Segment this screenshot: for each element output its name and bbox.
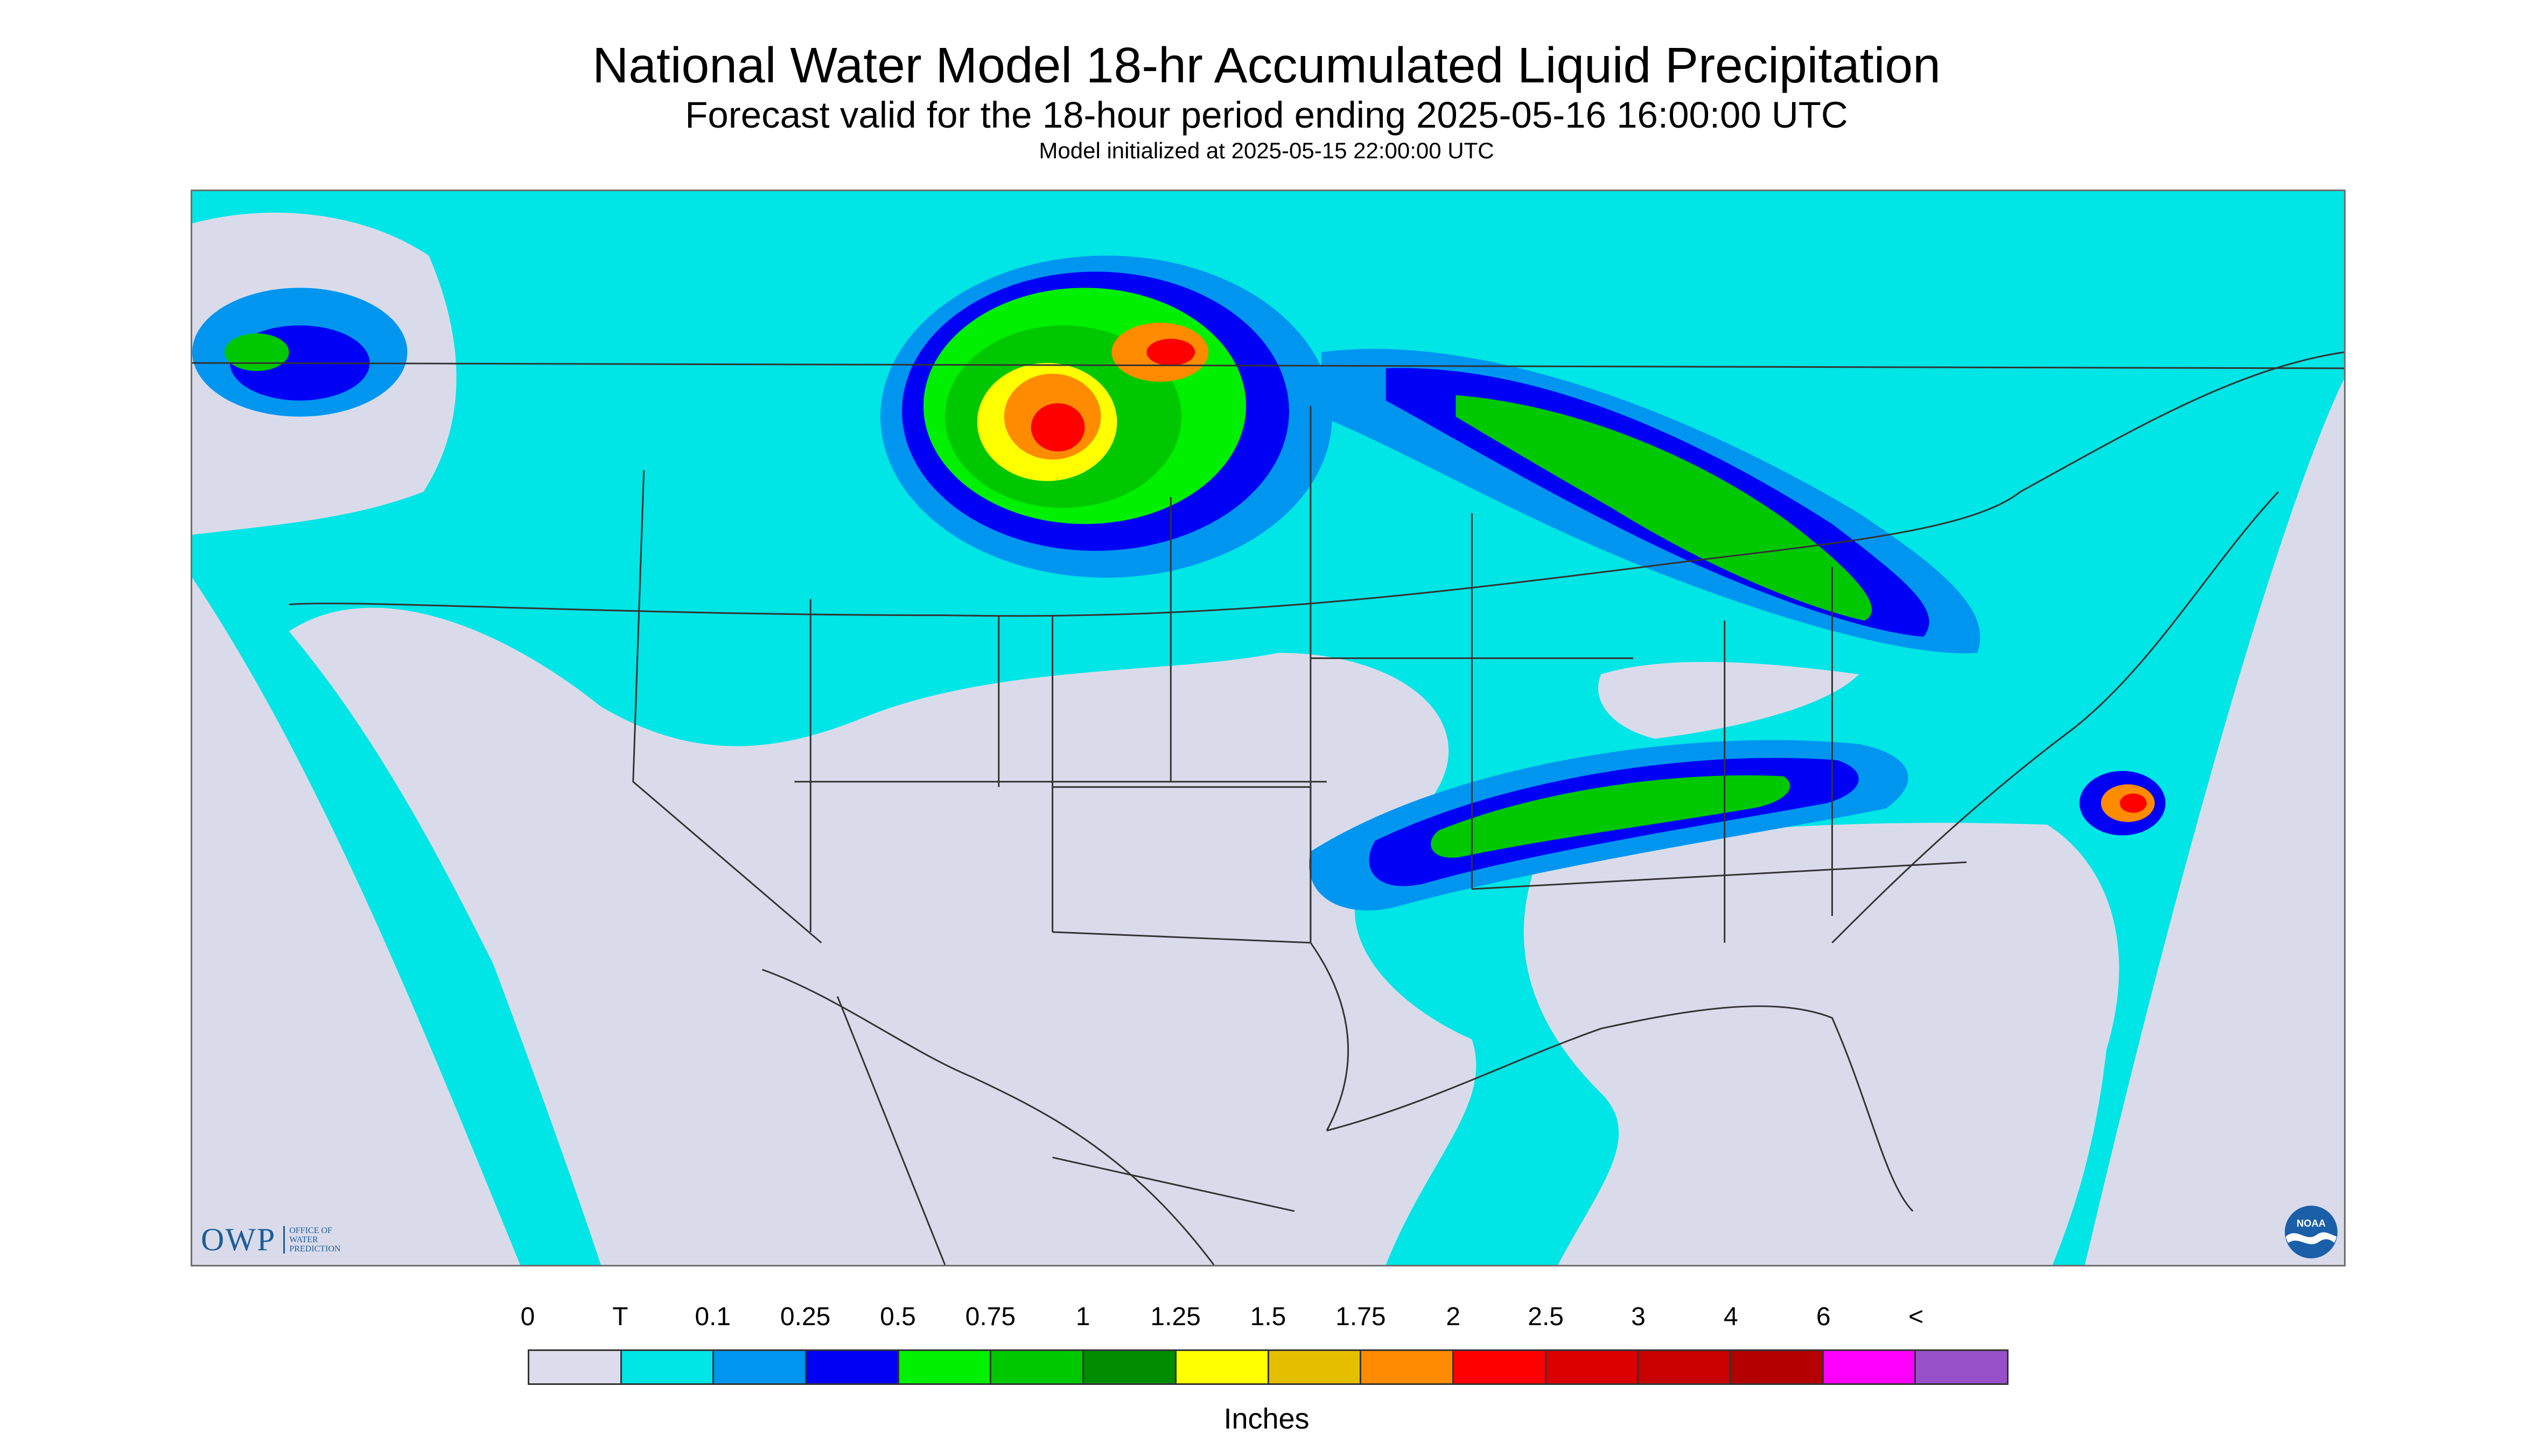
model-init-line: Model initialized at 2025-05-15 22:00:00… — [1039, 138, 1494, 163]
legend-units-label: Inches — [1223, 1403, 1310, 1435]
legend-swatch — [807, 1351, 899, 1383]
legend-label: 0.1 — [695, 1303, 731, 1331]
legend-label: 4 — [1724, 1303, 1738, 1331]
svg-text:NOAA: NOAA — [2297, 1217, 2326, 1229]
owp-line: OFFICE OF — [289, 1226, 332, 1235]
legend-label: T — [612, 1303, 628, 1331]
legend-label: 3 — [1631, 1303, 1646, 1331]
legend-swatch — [1916, 1351, 2007, 1383]
legend-swatch — [1269, 1351, 1362, 1383]
precipitation-color-legend — [528, 1349, 2009, 1385]
map-title: National Water Model 18-hr Accumulated L… — [592, 37, 1941, 93]
legend-label: 1.25 — [1150, 1303, 1201, 1331]
legend-swatch — [1823, 1351, 1916, 1383]
legend-swatch — [1176, 1351, 1269, 1383]
legend-swatch — [621, 1351, 715, 1383]
dry-region-west — [289, 607, 1477, 1265]
great-lakes-rain-band — [1321, 348, 1981, 654]
legend-label: 1.75 — [1335, 1303, 1386, 1331]
precipitation-map: OWP OFFICE OF WATER PREDICTION NOAA — [191, 190, 2346, 1266]
legend-label: 0.5 — [880, 1303, 916, 1331]
owp-wordmark: OWP — [201, 1222, 276, 1257]
owp-line: PREDICTION — [289, 1244, 341, 1254]
map-canvas — [192, 191, 2344, 1265]
legend-label: 1 — [1075, 1303, 1090, 1331]
dry-region-ohio-valley — [1598, 662, 1859, 739]
legend-label: 0.75 — [965, 1303, 1016, 1331]
legend-swatch — [1546, 1351, 1639, 1383]
legend-swatch — [1084, 1351, 1177, 1383]
legend-swatch — [899, 1351, 992, 1383]
legend-swatch — [991, 1351, 1084, 1383]
pacific-northwest-precip — [192, 288, 408, 417]
dry-region-southeast — [1523, 823, 2119, 1265]
political-boundaries — [192, 351, 2344, 1265]
owp-subtitle: OFFICE OF WATER PREDICTION — [283, 1226, 340, 1254]
northern-plains-storm — [880, 255, 1332, 578]
legend-label: 0 — [520, 1303, 535, 1331]
owp-line: WATER — [289, 1235, 318, 1244]
legend-label: 0.25 — [780, 1303, 831, 1331]
legend-label: 2 — [1446, 1303, 1461, 1331]
atlantic-storm-cell — [2079, 771, 2166, 836]
legend-label: 2.5 — [1528, 1303, 1564, 1331]
noaa-logo-icon: NOAA — [2285, 1206, 2338, 1258]
legend-swatch — [1639, 1351, 1731, 1383]
legend-swatch — [1361, 1351, 1454, 1383]
southern-rain-band — [1309, 740, 1908, 911]
legend-label: 1.5 — [1250, 1303, 1286, 1331]
legend-label: 6 — [1816, 1303, 1831, 1331]
legend-swatch — [1731, 1351, 1824, 1383]
legend-label: < — [1908, 1303, 1924, 1331]
legend-swatch — [1453, 1351, 1547, 1383]
legend-swatch — [529, 1351, 622, 1383]
legend-swatch — [714, 1351, 807, 1383]
owp-logo-block: OWP OFFICE OF WATER PREDICTION — [201, 1221, 340, 1258]
legend-labels: 0 T 0.1 0.25 0.5 0.75 1 1.25 1.5 1.75 2 2.5 3 4 6 < — [0, 1301, 2533, 1339]
forecast-valid-subtitle: Forecast valid for the 18-hour period en… — [685, 94, 1848, 136]
